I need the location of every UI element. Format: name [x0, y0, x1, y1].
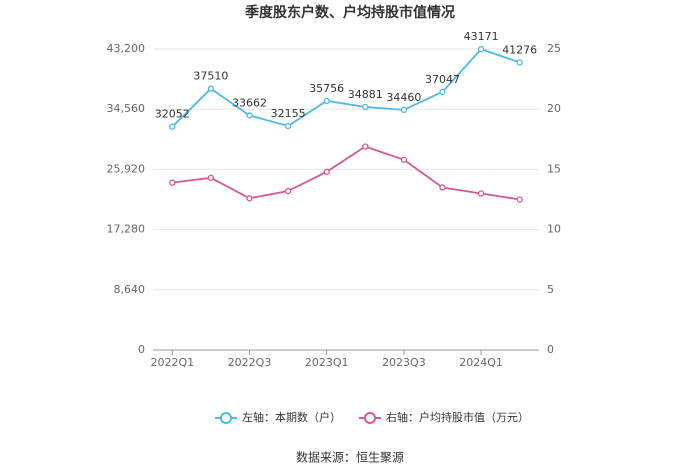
y2-tick-label: 15 [547, 162, 561, 175]
data-point [439, 88, 446, 96]
data-point [169, 179, 176, 186]
legend-marker[interactable] [364, 412, 376, 424]
y2-tick-label: 20 [547, 102, 561, 115]
x-tick-label: 2023Q3 [382, 356, 426, 369]
data-point [362, 103, 369, 111]
data-label: 41276 [502, 43, 537, 56]
y-tick-label: 43,200 [107, 42, 146, 55]
data-point [207, 174, 215, 181]
y2-tick-label: 25 [547, 42, 561, 55]
y-tick-label: 25,920 [107, 162, 146, 175]
series-line [172, 145, 520, 201]
data-point [323, 168, 330, 175]
data-label: 37510 [193, 70, 228, 83]
data-label: 32155 [271, 107, 306, 120]
data-label: 37047 [425, 73, 460, 86]
data-point [207, 85, 215, 92]
y2-tick-label: 0 [547, 343, 554, 356]
data-point [400, 156, 408, 163]
x-tick-label: 2024Q1 [459, 356, 503, 369]
data-point [439, 184, 446, 191]
y-tick-label: 17,280 [107, 223, 146, 236]
data-point [362, 143, 369, 150]
data-point [516, 196, 523, 203]
data-point [323, 97, 330, 105]
legend-label[interactable]: 左轴：本期数（户） [242, 410, 341, 424]
data-point [169, 123, 176, 130]
y-tick-label: 0 [138, 343, 145, 356]
series-line [171, 48, 520, 128]
data-label: 32052 [155, 108, 190, 121]
data-point [516, 59, 523, 66]
data-point [477, 190, 485, 197]
data-label: 34881 [348, 88, 383, 101]
data-label: 34460 [386, 91, 421, 104]
y-tick-label: 8,640 [114, 283, 146, 296]
data-point [246, 195, 253, 202]
y2-tick-label: 10 [547, 223, 561, 236]
source: 数据来源：恒生聚源 [296, 450, 404, 465]
y-tick-label: 34,560 [107, 102, 146, 115]
x-tick-label: 2022Q1 [150, 356, 194, 369]
data-point [284, 122, 292, 130]
data-label: 35756 [309, 82, 344, 95]
data-label: 33662 [232, 96, 267, 109]
chart-title: 季度股东户数、户均持股市值情况 [244, 4, 455, 21]
data-point [284, 187, 292, 195]
x-tick-label: 2022Q3 [228, 356, 272, 369]
x-tick-label: 2023Q1 [305, 356, 349, 369]
legend-label[interactable]: 右轴：户均持股市值（万元） [386, 410, 529, 424]
data-point [400, 106, 408, 114]
data-point [477, 46, 485, 53]
y2-tick-label: 5 [547, 283, 554, 296]
legend-marker[interactable] [220, 412, 232, 424]
data-point [246, 112, 253, 119]
data-label: 43171 [464, 30, 499, 43]
